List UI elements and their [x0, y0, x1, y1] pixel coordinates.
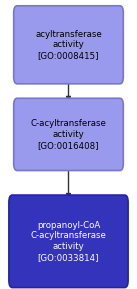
FancyBboxPatch shape [14, 98, 123, 171]
Text: C-acyltransferase
activity
[GO:0016408]: C-acyltransferase activity [GO:0016408] [31, 119, 106, 150]
Text: propanoyl-CoA
C-acyltransferase
activity
[GO:0033814]: propanoyl-CoA C-acyltransferase activity… [31, 221, 106, 262]
FancyBboxPatch shape [14, 6, 123, 84]
FancyBboxPatch shape [9, 195, 128, 288]
Text: acyltransferase
activity
[GO:0008415]: acyltransferase activity [GO:0008415] [35, 29, 102, 60]
